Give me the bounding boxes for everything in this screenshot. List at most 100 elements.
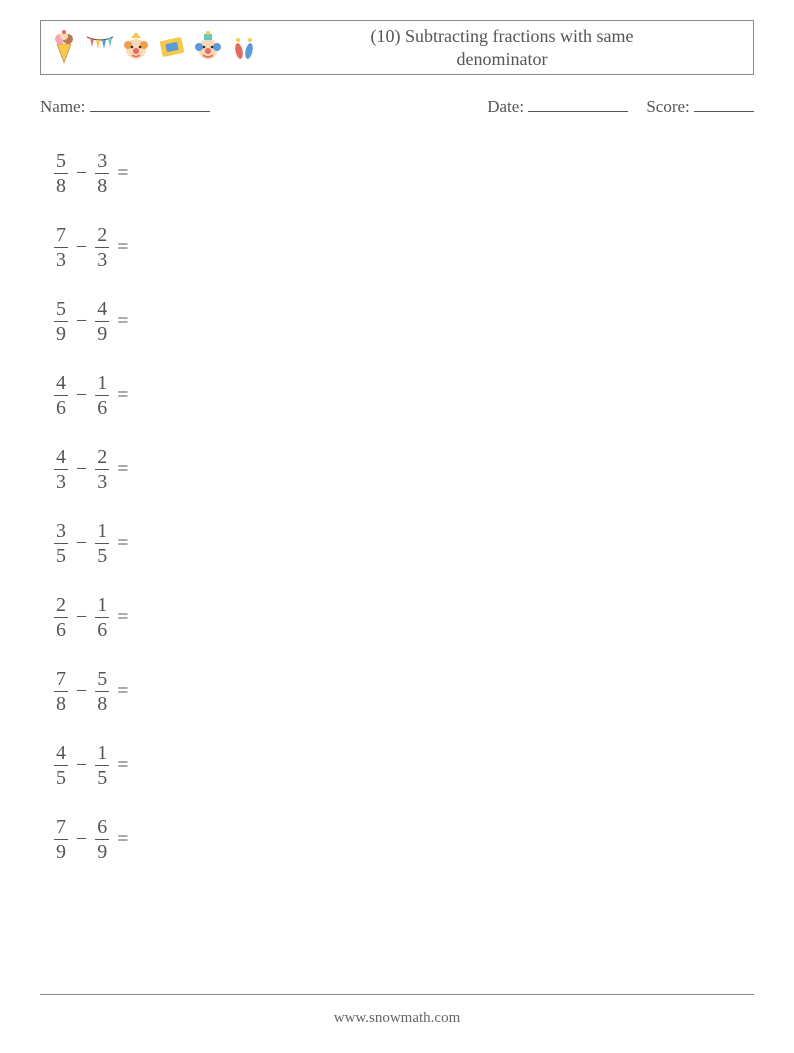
numerator: 2: [56, 595, 66, 617]
equals-sign: =: [117, 384, 128, 407]
numerator: 3: [56, 521, 66, 543]
numerator: 7: [56, 225, 66, 247]
minus-operator: −: [76, 458, 87, 481]
numerator: 5: [56, 151, 66, 173]
minus-operator: −: [76, 310, 87, 333]
fraction-b: 58: [95, 669, 109, 714]
fraction-b: 69: [95, 817, 109, 862]
fraction-a: 46: [54, 373, 68, 418]
equals-sign: =: [117, 606, 128, 629]
denominator: 6: [54, 395, 68, 418]
problem-row: 46−16=: [54, 373, 754, 418]
fraction-b: 16: [95, 595, 109, 640]
worksheet-page: (10) Subtracting fractions with same den…: [0, 0, 794, 1053]
ticket-icon: [157, 29, 187, 67]
denominator: 3: [95, 469, 109, 492]
equals-sign: =: [117, 680, 128, 703]
fraction-b: 23: [95, 447, 109, 492]
score-blank[interactable]: [694, 98, 754, 112]
problem-row: 26−16=: [54, 595, 754, 640]
date-blank[interactable]: [528, 98, 628, 112]
bunting-icon: [85, 29, 115, 67]
juggling-pins-icon: [229, 29, 259, 67]
equals-sign: =: [117, 828, 128, 851]
denominator: 9: [54, 321, 68, 344]
denominator: 5: [95, 543, 109, 566]
fraction-b: 23: [95, 225, 109, 270]
header-box: (10) Subtracting fractions with same den…: [40, 20, 754, 75]
numerator: 3: [97, 151, 107, 173]
worksheet-title: (10) Subtracting fractions with same den…: [259, 25, 745, 70]
denominator: 8: [95, 173, 109, 196]
date-field: Date:: [487, 97, 628, 117]
denominator: 3: [95, 247, 109, 270]
fraction-a: 26: [54, 595, 68, 640]
numerator: 1: [97, 743, 107, 765]
denominator: 5: [54, 543, 68, 566]
fraction-a: 58: [54, 151, 68, 196]
problem-row: 58−38=: [54, 151, 754, 196]
footer-text: www.snowmath.com: [0, 1010, 794, 1027]
fraction-b: 49: [95, 299, 109, 344]
clown2-icon: [193, 29, 223, 67]
equals-sign: =: [117, 162, 128, 185]
clown-icon: [121, 29, 151, 67]
numerator: 4: [56, 447, 66, 469]
numerator: 1: [97, 595, 107, 617]
denominator: 6: [95, 395, 109, 418]
numerator: 6: [97, 817, 107, 839]
numerator: 2: [97, 447, 107, 469]
minus-operator: −: [76, 162, 87, 185]
numerator: 7: [56, 669, 66, 691]
problem-row: 79−69=: [54, 817, 754, 862]
fraction-a: 35: [54, 521, 68, 566]
fraction-a: 45: [54, 743, 68, 788]
score-label: Score:: [646, 97, 689, 116]
equals-sign: =: [117, 532, 128, 555]
problem-row: 78−58=: [54, 669, 754, 714]
problem-row: 45−15=: [54, 743, 754, 788]
problem-row: 35−15=: [54, 521, 754, 566]
fraction-a: 59: [54, 299, 68, 344]
problem-row: 43−23=: [54, 447, 754, 492]
minus-operator: −: [76, 754, 87, 777]
date-label: Date:: [487, 97, 524, 116]
name-blank[interactable]: [90, 98, 210, 112]
equals-sign: =: [117, 754, 128, 777]
problem-row: 59−49=: [54, 299, 754, 344]
denominator: 9: [95, 321, 109, 344]
fraction-a: 43: [54, 447, 68, 492]
footer-rule: [40, 994, 754, 995]
name-label: Name:: [40, 97, 85, 116]
fraction-b: 15: [95, 521, 109, 566]
denominator: 9: [95, 839, 109, 862]
minus-operator: −: [76, 828, 87, 851]
denominator: 5: [95, 765, 109, 788]
title-line-1: (10) Subtracting fractions with same: [371, 26, 634, 46]
score-field: Score:: [646, 97, 754, 117]
denominator: 6: [95, 617, 109, 640]
denominator: 8: [54, 691, 68, 714]
numerator: 4: [56, 373, 66, 395]
denominator: 8: [95, 691, 109, 714]
denominator: 9: [54, 839, 68, 862]
fraction-b: 16: [95, 373, 109, 418]
numerator: 7: [56, 817, 66, 839]
denominator: 3: [54, 247, 68, 270]
fraction-b: 38: [95, 151, 109, 196]
numerator: 5: [97, 669, 107, 691]
numerator: 2: [97, 225, 107, 247]
denominator: 5: [54, 765, 68, 788]
name-field: Name:: [40, 97, 210, 117]
fraction-b: 15: [95, 743, 109, 788]
numerator: 4: [56, 743, 66, 765]
fraction-a: 79: [54, 817, 68, 862]
denominator: 3: [54, 469, 68, 492]
numerator: 5: [56, 299, 66, 321]
minus-operator: −: [76, 532, 87, 555]
minus-operator: −: [76, 606, 87, 629]
equals-sign: =: [117, 458, 128, 481]
numerator: 1: [97, 373, 107, 395]
denominator: 8: [54, 173, 68, 196]
problem-row: 73−23=: [54, 225, 754, 270]
